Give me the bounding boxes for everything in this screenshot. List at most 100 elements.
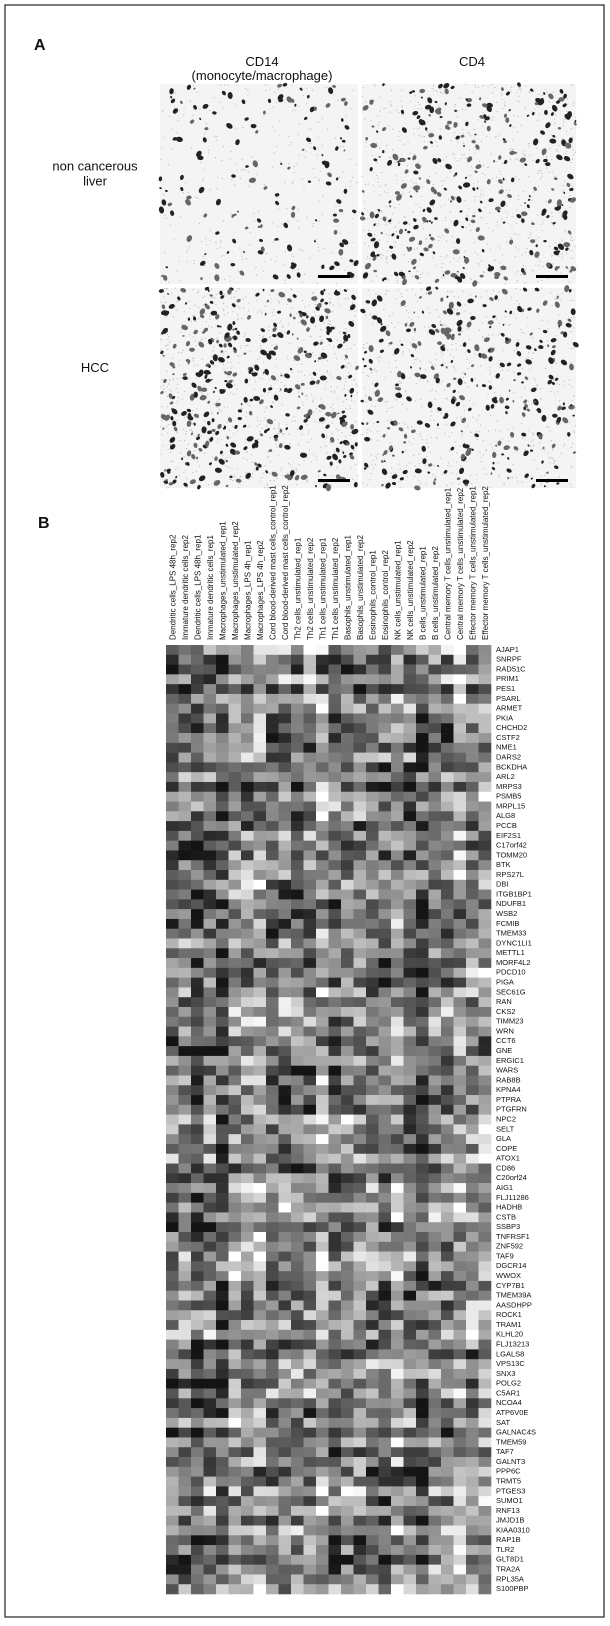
- heatmap-cell: [204, 1095, 217, 1105]
- speck: [421, 108, 422, 109]
- heatmap-cell: [254, 1193, 267, 1203]
- speck: [177, 467, 178, 468]
- speck: [422, 273, 423, 274]
- speck: [279, 391, 280, 392]
- heatmap-cell: [191, 684, 204, 694]
- speck: [377, 124, 378, 125]
- heatmap-cell: [179, 978, 192, 988]
- speck: [386, 224, 387, 225]
- speck: [168, 282, 169, 283]
- speck: [374, 234, 375, 235]
- heatmap-cell: [266, 1144, 279, 1154]
- speck: [394, 246, 395, 247]
- heatmap-cell: [479, 674, 492, 684]
- heatmap-cell: [304, 1046, 317, 1056]
- speck: [506, 241, 507, 242]
- heatmap-cell: [366, 733, 379, 743]
- speck: [291, 84, 292, 85]
- heatmap-cell: [291, 1203, 304, 1213]
- speck: [503, 484, 504, 485]
- heatmap-cell: [354, 929, 367, 939]
- speck: [362, 87, 363, 88]
- speck: [221, 256, 222, 257]
- speck: [473, 404, 474, 405]
- heatmap-cell: [279, 792, 292, 802]
- heatmap-cell: [354, 1056, 367, 1066]
- heatmap-cell: [241, 743, 254, 753]
- heatmap-cell: [204, 987, 217, 997]
- heatmap-cell: [279, 1066, 292, 1076]
- heatmap-cell: [266, 939, 279, 949]
- speck: [442, 363, 443, 364]
- heatmap-cell: [179, 694, 192, 704]
- heatmap-cell: [441, 723, 454, 733]
- speck: [364, 201, 365, 202]
- heatmap-cell: [241, 909, 254, 919]
- speck: [376, 314, 377, 315]
- speck: [315, 315, 316, 316]
- heatmap-cell: [391, 1007, 404, 1017]
- speck: [188, 249, 189, 250]
- heatmap-cell: [179, 684, 192, 694]
- heatmap-cell: [279, 704, 292, 714]
- speck: [522, 417, 523, 418]
- speck: [539, 442, 540, 443]
- speck: [389, 235, 390, 236]
- heatmap-cell: [216, 841, 229, 851]
- speck: [327, 129, 328, 130]
- heatmap-cell: [391, 1066, 404, 1076]
- heatmap-cell: [316, 1164, 329, 1174]
- heatmap-cell: [366, 919, 379, 929]
- heatmap-cell: [241, 1066, 254, 1076]
- heatmap-cell: [429, 1124, 442, 1134]
- heatmap-cell: [304, 713, 317, 723]
- heatmap-cell: [254, 841, 267, 851]
- speck: [388, 345, 389, 346]
- heatmap-cell: [241, 1154, 254, 1164]
- speck: [395, 473, 396, 474]
- heatmap-cell: [216, 792, 229, 802]
- heatmap-cell: [216, 1203, 229, 1213]
- heatmap-cell: [241, 1173, 254, 1183]
- heatmap-cell: [404, 674, 417, 684]
- heatmap-cell: [341, 1105, 354, 1115]
- speck: [570, 235, 571, 236]
- speck: [166, 218, 167, 219]
- speck: [223, 146, 224, 147]
- heatmap-cell: [416, 772, 429, 782]
- speck: [438, 106, 439, 107]
- heatmap-cell: [291, 1212, 304, 1222]
- speck: [380, 194, 381, 195]
- speck: [349, 435, 350, 436]
- heatmap-cell: [466, 704, 479, 714]
- heatmap-cell: [466, 890, 479, 900]
- speck: [242, 299, 243, 300]
- speck: [401, 114, 402, 115]
- speck: [169, 379, 170, 380]
- heatmap-cell: [441, 929, 454, 939]
- speck: [353, 401, 354, 402]
- speck: [346, 115, 347, 116]
- speck: [435, 477, 436, 478]
- heatmap-cell: [341, 1056, 354, 1066]
- heatmap-cell: [391, 1212, 404, 1222]
- heatmap-cell: [279, 850, 292, 860]
- heatmap-cell: [391, 1164, 404, 1174]
- speck: [570, 466, 571, 467]
- heatmap-cell: [279, 723, 292, 733]
- heatmap-cell: [266, 1066, 279, 1076]
- heatmap-cell: [191, 997, 204, 1007]
- heatmap-cell: [454, 1124, 467, 1134]
- speck: [439, 383, 440, 384]
- heatmap-cell: [291, 1124, 304, 1134]
- heatmap-cell: [354, 772, 367, 782]
- heatmap-cell: [229, 821, 242, 831]
- speck: [532, 270, 533, 271]
- speck: [573, 137, 574, 138]
- speck: [298, 444, 299, 445]
- speck: [370, 314, 371, 315]
- heatmap-cell: [304, 1164, 317, 1174]
- speck: [415, 204, 416, 205]
- speck: [298, 347, 299, 348]
- speck: [268, 392, 269, 393]
